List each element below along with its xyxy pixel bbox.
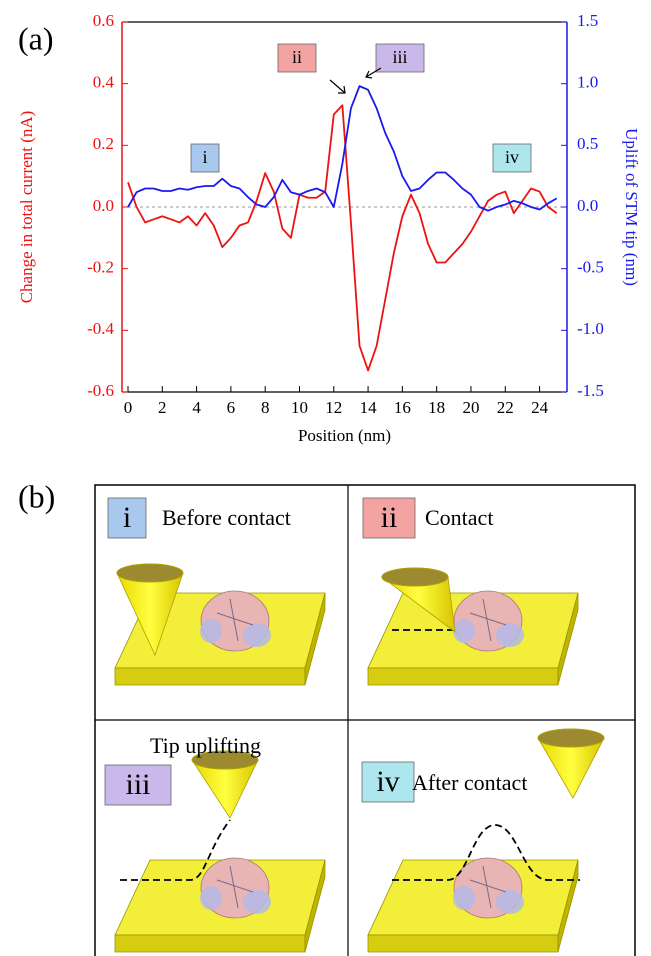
protein-domain — [200, 886, 222, 910]
panel: iv After contact — [362, 729, 604, 952]
x-tick-label: 16 — [394, 398, 411, 417]
panel: i Before contact — [108, 498, 325, 685]
x-tick-label: 12 — [325, 398, 342, 417]
figure: (a) (b) 024681012141618202224-0.6-0.4-0.… — [0, 0, 651, 956]
badge-label: iii — [125, 768, 150, 801]
y2-tick-label: 0.0 — [577, 196, 598, 215]
x-tick-label: 4 — [192, 398, 201, 417]
arrow — [366, 68, 381, 78]
caption: Contact — [425, 505, 493, 530]
badge-label: ii — [381, 501, 398, 534]
x-tick-label: 8 — [261, 398, 270, 417]
protein-domain — [200, 619, 222, 643]
x-tick-label: 20 — [462, 398, 479, 417]
annotation-label: ii — [292, 47, 302, 67]
tip-top — [382, 568, 448, 586]
y2-axis-title: Uplift of STM tip (nm) — [622, 128, 641, 286]
x-tick-label: 0 — [124, 398, 133, 417]
caption: After contact — [412, 770, 527, 795]
annotation-label: i — [202, 147, 207, 167]
arrow — [330, 80, 345, 93]
x-axis-title: Position (nm) — [298, 426, 391, 445]
y-tick-label: -0.2 — [87, 258, 114, 277]
panel: ii Contact — [363, 498, 578, 685]
x-tick-label: 24 — [531, 398, 549, 417]
annotation-label: iii — [392, 47, 407, 67]
x-tick-label: 14 — [360, 398, 378, 417]
protein-domain — [496, 623, 524, 647]
y2-tick-label: -0.5 — [577, 258, 604, 277]
tip-top — [117, 564, 183, 582]
protein-domain — [496, 890, 524, 914]
protein-domain — [453, 886, 475, 910]
protein-domain — [243, 623, 271, 647]
y-axis-title: Change in total current (nA) — [17, 111, 36, 304]
x-tick-label: 22 — [497, 398, 514, 417]
y2-tick-label: 1.0 — [577, 73, 598, 92]
page: { "panel_labels": ["(a)", "(b)"], "chart… — [0, 0, 651, 956]
panel-label: (a) — [18, 20, 54, 56]
y-tick-label: -0.6 — [87, 381, 114, 400]
x-tick-label: 10 — [291, 398, 308, 417]
x-tick-label: 18 — [428, 398, 445, 417]
y2-tick-label: -1.0 — [577, 319, 604, 338]
protein-domain — [243, 890, 271, 914]
badge-label: i — [123, 501, 131, 534]
slab-front — [115, 935, 305, 952]
slab-front — [368, 668, 558, 685]
y-tick-label: 0.4 — [93, 73, 115, 92]
caption: Before contact — [162, 505, 291, 530]
x-tick-label: 2 — [158, 398, 167, 417]
annotation-label: iv — [505, 147, 519, 167]
y2-tick-label: -1.5 — [577, 381, 604, 400]
y-tick-label: -0.4 — [87, 319, 114, 338]
panel-label: (b) — [18, 478, 55, 514]
slab-front — [115, 668, 305, 685]
caption: Tip uplifting — [150, 733, 261, 758]
y-tick-label: 0.2 — [93, 134, 114, 153]
protein-domain — [453, 619, 475, 643]
y2-tick-label: 1.5 — [577, 11, 598, 30]
slab-front — [368, 935, 558, 952]
x-tick-label: 6 — [227, 398, 236, 417]
y-tick-label: 0.0 — [93, 196, 114, 215]
badge-label: iv — [376, 765, 399, 798]
y2-tick-label: 0.5 — [577, 134, 598, 153]
y-tick-label: 0.6 — [93, 11, 114, 30]
tip-top — [538, 729, 604, 747]
